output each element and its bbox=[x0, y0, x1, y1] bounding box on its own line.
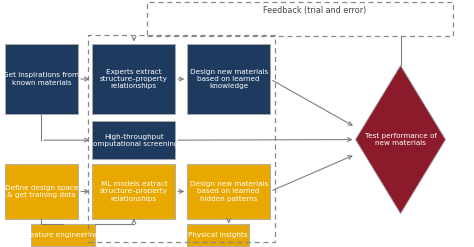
FancyBboxPatch shape bbox=[92, 44, 175, 114]
Text: Feature engineering: Feature engineering bbox=[26, 232, 100, 238]
Text: Design new materials
based on learned
hidden patterns: Design new materials based on learned hi… bbox=[190, 181, 268, 202]
FancyBboxPatch shape bbox=[92, 121, 175, 159]
Text: Feedback (trial and error): Feedback (trial and error) bbox=[264, 6, 367, 15]
Text: Define design space
& get training data: Define design space & get training data bbox=[5, 185, 78, 198]
Text: Experts extract
structure–property
relationships: Experts extract structure–property relat… bbox=[100, 69, 168, 89]
FancyBboxPatch shape bbox=[187, 164, 270, 219]
FancyBboxPatch shape bbox=[187, 44, 270, 114]
Polygon shape bbox=[356, 65, 446, 214]
Text: ML models extract
structure–property
relationships: ML models extract structure–property rel… bbox=[100, 181, 168, 202]
Text: Design new materials
based on learned
knowledge: Design new materials based on learned kn… bbox=[190, 69, 268, 89]
FancyBboxPatch shape bbox=[5, 44, 78, 114]
Text: Get inspirations from
known materials: Get inspirations from known materials bbox=[3, 72, 80, 86]
Text: Test performance of
new materials: Test performance of new materials bbox=[365, 133, 437, 146]
Text: Physical insights: Physical insights bbox=[188, 232, 248, 238]
FancyBboxPatch shape bbox=[187, 224, 249, 246]
FancyBboxPatch shape bbox=[5, 164, 78, 219]
Text: High-throughput
computational screening: High-throughput computational screening bbox=[89, 134, 179, 147]
FancyBboxPatch shape bbox=[92, 164, 175, 219]
FancyBboxPatch shape bbox=[31, 224, 95, 246]
